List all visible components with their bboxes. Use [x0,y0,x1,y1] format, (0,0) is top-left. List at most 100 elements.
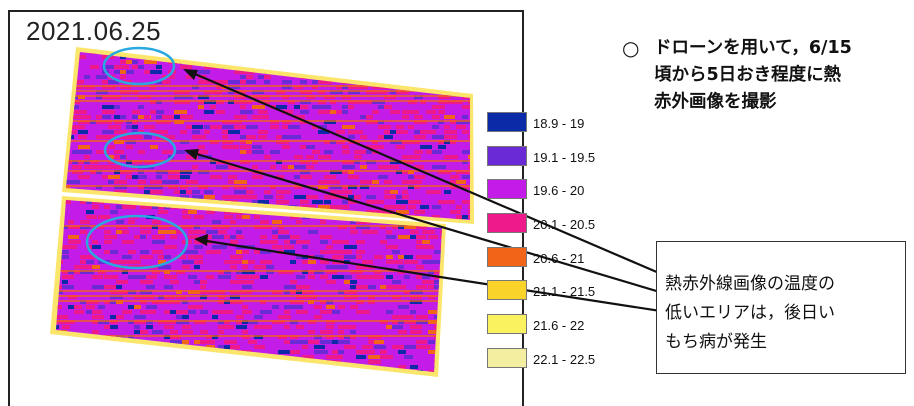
thermal-pixel [390,65,396,69]
thermal-pixel [368,285,376,289]
thermal-pixel [182,365,195,369]
thermal-pixel [206,275,214,279]
thermal-pixel [360,135,367,139]
thermal-pixel [396,200,409,204]
thermal-pixel [230,260,243,264]
thermal-pixel [72,165,82,169]
thermal-pixel [68,355,76,359]
thermal-pixel [354,150,363,154]
thermal-pixel [390,110,400,114]
thermal-pixel [164,285,173,289]
thermal-pixel [308,340,319,344]
thermal-pixel [410,230,419,234]
thermal-pixel [146,275,157,279]
thermal-pixel [314,315,322,319]
thermal-pixel [234,115,247,119]
thermal-pixel [254,370,264,372]
thermal-row-stripe [56,300,442,302]
legend-label: 21.1 - 21.5 [533,284,596,300]
thermal-pixel [350,280,357,284]
thermal-pixel [290,340,296,344]
thermal-pixel [210,45,220,49]
thermal-pixel [284,310,290,314]
thermal-pixel [114,130,127,134]
thermal-pixel [236,325,247,329]
thermal-pixel [158,260,166,264]
thermal-pixel [92,310,102,314]
thermal-pixel [246,190,254,194]
thermal-pixel [356,250,365,254]
thermal-pixel [174,175,184,179]
thermal-pixel [176,310,187,314]
thermal-pixel [368,355,380,359]
thermal-pixel [462,150,470,154]
thermal-pixel [474,200,486,204]
thermal-pixel [444,75,456,79]
thermal-pixel [404,315,414,319]
thermal-pixel [272,305,279,309]
thermal-pixel [86,310,92,314]
thermal-pixel [240,75,246,79]
thermal-pixel [110,210,118,214]
thermal-pixel [330,70,340,74]
thermal-pixel [374,275,384,279]
thermal-pixel [282,52,288,54]
thermal-pixel [234,52,246,54]
thermal-pixel [228,175,237,179]
thermal-pixel [474,140,486,144]
thermal-pixel [326,265,339,269]
thermal-pixel [198,105,204,109]
thermal-pixel [422,230,435,234]
thermal-pixel [128,220,135,224]
thermal-pixel [206,345,215,349]
thermal-pixel [432,75,440,79]
thermal-pixel [200,330,208,334]
thermal-pixel [80,260,91,264]
thermal-pixel [246,125,258,129]
circle-bullet-icon: ○ [622,36,640,60]
thermal-pixel [350,305,358,309]
thermal-pixel [428,235,438,239]
thermal-pixel [164,310,172,314]
thermal-pixel [90,45,103,49]
thermal-pixel [380,240,387,244]
legend-label: 19.6 - 20 [533,183,585,199]
thermal-pixel [140,235,146,239]
thermal-pixel [414,65,424,69]
thermal-pixel [104,235,115,239]
thermal-pixel [200,310,208,314]
thermal-pixel [174,190,183,194]
thermal-pixel [306,205,316,209]
thermal-pixel [378,145,384,149]
thermal-pixel [146,325,153,329]
thermal-pixel [126,175,137,179]
arrow-3-head [194,234,208,246]
arrow-1 [187,69,681,284]
thermal-pixel [102,130,114,134]
thermal-pixel [372,45,380,49]
thermal-pixel [96,135,107,139]
thermal-pixel [246,45,259,49]
thermal-pixel [296,340,309,344]
thermal-pixel [212,370,223,372]
thermal-pixel [62,250,69,254]
thermal-pixel [378,210,384,214]
thermal-pixel [62,280,68,284]
thermal-pixel [324,175,336,179]
thermal-pixel [116,220,124,224]
thermal-pixel [68,305,78,309]
thermal-pixel [336,60,349,64]
thermal-pixel [120,155,126,159]
thermal-pixel [468,205,470,209]
thermal-pixel [402,115,409,119]
thermal-pixel [90,65,99,69]
thermal-pixel [450,175,459,179]
thermal-pixel [368,360,381,364]
thermal-pixel [192,190,200,194]
thermal-pixel [212,235,224,239]
thermal-pixel [332,240,342,244]
thermal-pixel [342,125,355,129]
thermal-pixel [204,130,210,134]
thermal-pixel [318,130,329,134]
